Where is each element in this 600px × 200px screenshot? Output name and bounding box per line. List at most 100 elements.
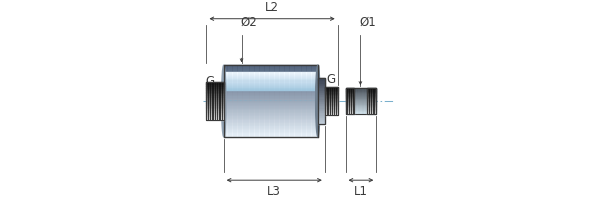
Bar (224, 111, 318, 112)
Text: L1: L1 (354, 185, 368, 198)
Bar (206, 110, 224, 112)
Bar (346, 110, 376, 111)
Bar (224, 108, 318, 109)
Bar (224, 87, 318, 88)
Bar (346, 101, 376, 102)
Bar (325, 95, 338, 97)
Bar (346, 92, 376, 93)
Bar (206, 84, 224, 86)
Bar (346, 93, 376, 94)
Bar (224, 83, 318, 84)
Bar (346, 107, 355, 109)
Bar (224, 84, 318, 85)
Bar (318, 112, 325, 115)
Bar (346, 111, 376, 112)
Bar (224, 95, 318, 97)
Bar (325, 111, 338, 112)
Bar (318, 78, 325, 124)
Bar (346, 106, 376, 107)
Bar (224, 84, 318, 85)
Text: Ø2: Ø2 (241, 16, 257, 29)
Ellipse shape (316, 65, 320, 137)
Bar (325, 97, 338, 98)
Bar (346, 110, 355, 111)
Bar (367, 101, 376, 102)
Bar (346, 103, 376, 104)
Bar (318, 96, 325, 99)
Bar (224, 88, 318, 90)
Bar (206, 118, 224, 120)
Bar (206, 99, 224, 101)
Bar (346, 88, 355, 114)
Bar (318, 90, 325, 92)
Bar (224, 76, 318, 77)
Bar (325, 108, 338, 109)
Bar (318, 87, 325, 90)
Bar (224, 100, 318, 101)
Bar (224, 82, 318, 84)
Bar (325, 98, 338, 100)
Bar (367, 105, 376, 106)
Bar (367, 100, 376, 101)
Bar (224, 85, 318, 86)
Bar (224, 131, 318, 132)
Bar (206, 107, 224, 108)
Bar (224, 119, 318, 121)
Bar (206, 112, 224, 114)
Bar (224, 128, 318, 129)
Bar (346, 91, 355, 92)
Bar (346, 89, 355, 91)
Bar (346, 107, 376, 108)
Bar (206, 103, 224, 105)
Bar (224, 127, 318, 128)
Bar (346, 92, 355, 93)
Text: L3: L3 (268, 185, 281, 198)
Bar (346, 90, 376, 91)
Ellipse shape (221, 65, 226, 137)
Bar (206, 86, 224, 88)
Bar (318, 110, 325, 112)
Bar (224, 74, 318, 75)
Bar (346, 91, 376, 92)
Bar (346, 95, 376, 96)
Bar (346, 112, 376, 113)
Bar (367, 88, 376, 114)
Bar (224, 101, 318, 102)
Bar (224, 92, 318, 94)
Text: Ø1: Ø1 (359, 16, 376, 29)
Bar (224, 90, 318, 91)
Bar (325, 100, 338, 101)
Bar (325, 102, 338, 104)
Bar (224, 121, 318, 122)
Bar (346, 99, 376, 100)
Bar (224, 67, 318, 68)
Bar (367, 102, 376, 104)
Bar (318, 94, 325, 96)
Bar (224, 135, 318, 137)
Bar (206, 95, 224, 97)
Bar (346, 88, 355, 89)
Bar (346, 94, 376, 95)
Bar (224, 72, 318, 74)
Bar (325, 87, 338, 88)
Bar (224, 81, 318, 82)
Bar (318, 121, 325, 124)
Bar (325, 104, 338, 105)
Bar (346, 89, 376, 90)
Bar (325, 106, 338, 108)
Bar (346, 109, 376, 110)
Bar (224, 81, 318, 82)
Bar (224, 112, 318, 114)
Bar (325, 105, 338, 106)
Bar (224, 122, 318, 124)
Bar (346, 98, 355, 100)
Bar (325, 94, 338, 95)
Bar (367, 97, 376, 98)
Bar (224, 91, 318, 92)
Bar (224, 98, 318, 100)
Bar (224, 125, 318, 127)
Bar (224, 129, 318, 131)
Bar (346, 104, 376, 105)
Text: G: G (327, 73, 336, 86)
Bar (224, 88, 318, 89)
